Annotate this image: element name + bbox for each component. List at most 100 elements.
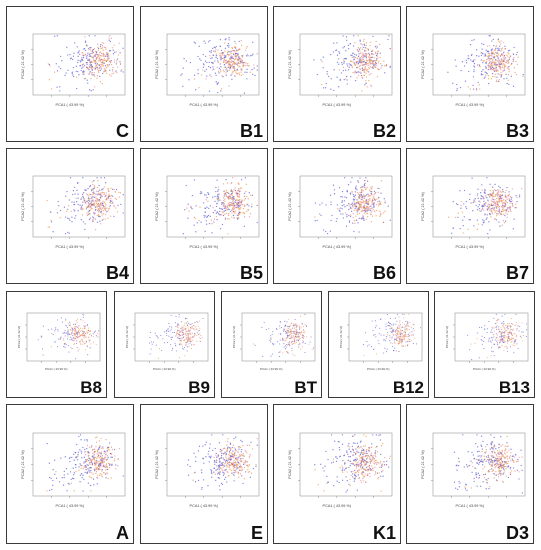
scatter-point — [359, 39, 361, 41]
scatter-point — [472, 84, 474, 87]
scatter-point — [216, 459, 218, 461]
scatter-point — [506, 202, 509, 204]
scatter-point — [228, 218, 230, 220]
scatter-point — [481, 205, 483, 207]
scatter-point — [375, 45, 377, 47]
scatter-point — [243, 195, 246, 197]
scatter-point — [77, 70, 79, 73]
scatter-point — [169, 326, 171, 328]
scatter-point — [61, 477, 63, 479]
scatter-point — [88, 452, 90, 454]
scatter-point — [213, 460, 216, 462]
scatter-point — [379, 63, 382, 65]
scatter-point — [233, 474, 236, 477]
scatter-point — [364, 84, 366, 86]
scatter-point — [517, 325, 519, 327]
scatter-point — [73, 459, 75, 461]
scatter-point — [55, 471, 57, 473]
scatter-point — [90, 90, 92, 92]
scatter-point — [488, 67, 490, 69]
scatter-point — [190, 340, 192, 343]
scatter-point — [221, 452, 223, 455]
scatter-point — [353, 202, 356, 204]
scatter-point — [97, 55, 99, 57]
scatter-point — [235, 454, 237, 456]
scatter-point — [187, 337, 189, 339]
scatter-point — [77, 203, 79, 206]
scatter-point — [76, 332, 78, 334]
scatter-point — [231, 209, 233, 211]
scatter-point — [492, 59, 494, 61]
scatter-point — [84, 343, 86, 345]
scatter-point — [239, 473, 242, 475]
scatter-point — [63, 206, 66, 208]
scatter-point — [379, 201, 382, 203]
scatter-point — [508, 65, 511, 68]
scatter-point — [77, 181, 79, 184]
scatter-point — [360, 60, 363, 63]
scatter-point — [220, 59, 222, 61]
scatter-point — [220, 88, 223, 90]
scatter-point — [195, 321, 198, 323]
scatter-point — [506, 77, 508, 79]
scatter-point — [73, 477, 75, 480]
scatter-point — [240, 40, 242, 42]
scatter-plot-svg: PCA1 ( 43.99 %)PCA2 ( 21.42 %) — [288, 175, 393, 249]
scatter-point — [359, 206, 361, 208]
scatter-point — [288, 325, 290, 328]
scatter-point — [335, 49, 337, 52]
scatter-point — [243, 211, 245, 214]
scatter-point — [244, 177, 247, 179]
scatter-point — [220, 455, 223, 457]
scatter-point — [228, 451, 231, 453]
scatter-point — [478, 207, 481, 210]
scatter-point — [504, 313, 506, 315]
scatter-point — [503, 321, 505, 323]
scatter-point — [208, 193, 210, 196]
scatter-point — [117, 66, 119, 68]
scatter-point — [504, 200, 507, 202]
scatter-point — [369, 213, 372, 215]
scatter-point — [246, 53, 249, 55]
scatter-point — [403, 339, 406, 341]
scatter-point — [497, 38, 499, 40]
scatter-point — [483, 55, 485, 57]
scatter-point — [299, 343, 301, 345]
scatter-point — [351, 190, 353, 192]
scatter-point — [395, 323, 397, 325]
scatter-point — [181, 347, 183, 349]
scatter-point — [110, 452, 112, 455]
scatter-point — [110, 187, 112, 189]
scatter-point — [73, 209, 75, 211]
scatter-point — [368, 208, 370, 210]
scatter-point — [248, 471, 251, 473]
scatter-point — [243, 65, 245, 67]
scatter-point — [60, 317, 62, 319]
scatter-point — [99, 54, 102, 57]
scatter-point — [301, 331, 303, 333]
scatter-point — [71, 326, 73, 329]
scatter-point — [238, 40, 240, 43]
scatter-point — [397, 331, 399, 333]
scatter-point — [497, 57, 499, 59]
scatter-point — [515, 324, 517, 326]
scatter-point — [229, 61, 231, 63]
scatter-point — [229, 203, 232, 205]
scatter-point — [362, 40, 365, 42]
scatter-point — [87, 197, 90, 199]
scatter-point — [333, 189, 336, 191]
scatter-point — [402, 322, 404, 324]
scatter-point — [502, 220, 505, 222]
scatter-point — [185, 60, 188, 62]
scatter-point — [507, 52, 509, 54]
scatter-point — [217, 453, 219, 456]
scatter-point — [183, 335, 185, 337]
scatter-point — [513, 57, 515, 59]
scatter-point — [178, 316, 180, 318]
scatter-point — [110, 63, 113, 66]
scatter-point — [227, 213, 230, 215]
scatter-point — [294, 355, 296, 357]
scatter-point — [105, 209, 107, 212]
scatter-point — [244, 197, 247, 200]
scatter-point — [389, 335, 391, 337]
